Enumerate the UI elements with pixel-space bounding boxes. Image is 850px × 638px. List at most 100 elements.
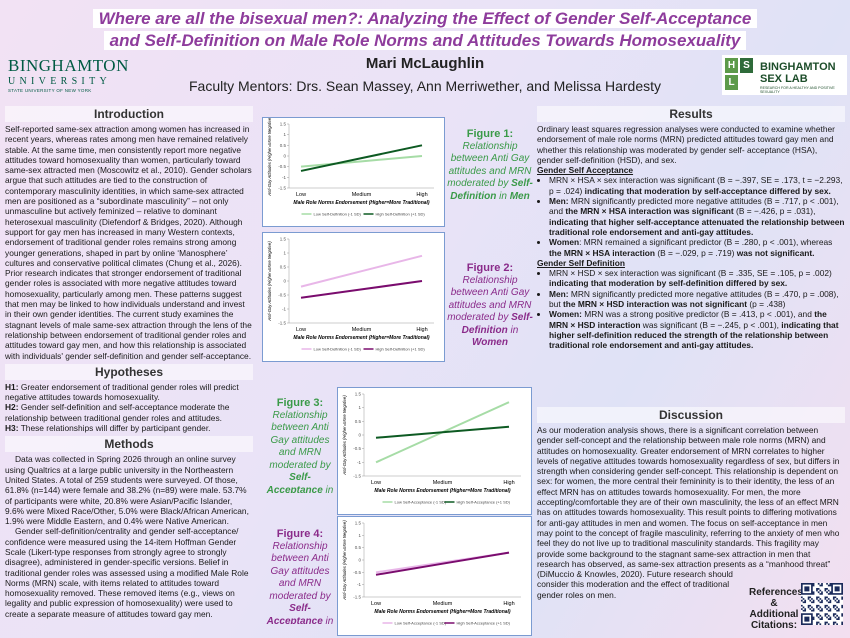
chart: -1.5 -1 -0.5 0 0.5 1 1.5 Low Medium High Male Role… — [267, 237, 434, 352]
figure-caption: Figure 2: Relationship between Anti Gay a… — [447, 262, 533, 358]
hypothesis-text: These relationships will differ by parti… — [20, 423, 211, 434]
university-logo: BINGHAMTON UNIVERSITY STATE UNIVERSITY O… — [8, 56, 133, 93]
section-heading: Hypotheses — [5, 363, 253, 380]
legend-label: Low Self-Definition (-1 SD) — [314, 212, 362, 217]
text: MRN significantly predicted more negativ… — [549, 288, 839, 310]
text: MRN × HSA × sex interaction was signific… — [549, 175, 843, 196]
series-line — [300, 144, 423, 172]
x-axis-title: Male Role Norms Endorsement (Higher=More… — [374, 488, 511, 494]
legend-label: High Self-Acceptance (+1 SD) — [457, 500, 511, 505]
bold-text: Men: — [549, 196, 569, 207]
text: Relationship between Anti Gay attitudes … — [269, 409, 331, 471]
discussion-column: Discussion References & Additional Citat… — [537, 405, 845, 636]
qr-code — [801, 583, 843, 625]
section-heading: Discussion — [537, 407, 845, 423]
bold-text: the MRN × HSA interaction — [549, 247, 656, 258]
author: Mari McLaughlin — [365, 55, 485, 72]
section-heading: Introduction — [5, 106, 253, 122]
bold-text: Women — [472, 337, 508, 348]
series-line — [300, 254, 423, 288]
y-tick-label: 0 — [358, 558, 361, 563]
figure-chart: -1.5 -1 -0.5 0 0.5 1 1.5 Low Medium High Male Role… — [337, 387, 532, 515]
y-tick-label: -1.5 — [278, 186, 286, 191]
lab-name: BINGHAMTON — [760, 61, 836, 73]
y-tick-label: -1 — [357, 460, 361, 465]
bullet: MRN × HSD × sex interaction was signific… — [549, 268, 845, 289]
discussion-body: References & Additional Citations: As ou… — [537, 425, 845, 631]
y-tick-label: 1 — [358, 405, 361, 410]
bold-text: Men: — [549, 288, 569, 299]
logo-tile: S — [740, 58, 753, 73]
bold-text: indicating that higher self-definition r… — [549, 319, 839, 351]
x-axis-title: Male Role Norms Endorsement (Higher=More… — [374, 609, 511, 615]
hypothesis-text: Greater endorsement of traditional gende… — [5, 381, 239, 403]
y-tick-label: 0.5 — [355, 545, 362, 550]
bold-text: Women: — [549, 309, 582, 320]
figure-label: Figure 4: — [276, 528, 324, 540]
x-axis-title: Male Role Norms Endorsement (Higher=More… — [293, 335, 430, 341]
series-line — [300, 280, 423, 299]
y-tick-label: -1.5 — [278, 321, 286, 326]
results-text: Ordinary least squares regression analys… — [537, 124, 845, 351]
logo-sub: UNIVERSITY — [8, 76, 111, 87]
y-tick-label: 0.5 — [280, 265, 287, 270]
y-tick-label: 1 — [283, 132, 286, 137]
figure-label: Figure 2: — [466, 262, 514, 274]
title-line: Where are all the bisexual men?: Analyzi… — [92, 9, 758, 28]
lab-tagline: RESEARCH FOR A HEALTHY AND POSITIVE SEXU… — [760, 86, 835, 94]
bullet-list: MRN × HSD × sex interaction was signific… — [537, 268, 845, 350]
logo-name: BINGHAMTON — [8, 56, 129, 75]
y-tick-label: -1.5 — [353, 474, 361, 479]
text: in — [496, 190, 510, 202]
legend-label: Low Self-Acceptance (-1 SD) — [395, 621, 447, 626]
figure-label: Figure 3: — [276, 397, 324, 409]
lab-sub: SEX LAB — [760, 73, 808, 85]
series-line — [375, 551, 510, 576]
bold-text: was not significant. — [736, 247, 815, 258]
bold-text: Self-Acceptance — [266, 472, 323, 493]
methods-paragraph: Gender self-definition/centrality and ge… — [5, 526, 249, 619]
mentors: Faculty Mentors: Drs. Sean Massey, Ann M… — [188, 78, 662, 94]
y-tick-label: -0.5 — [278, 164, 286, 169]
methods-paragraph: Data was collected in Spring 2026 throug… — [5, 454, 249, 527]
y-axis-title: Anti-Gay Attitudes (Higher=More Negative… — [342, 520, 347, 601]
x-tick-label: High — [416, 192, 427, 198]
chart: -1.5 -1 -0.5 0 0.5 1 1.5 Low Medium High Male Role… — [267, 118, 434, 217]
x-tick-label: Low — [296, 192, 306, 198]
hypothesis-label: H2: — [5, 402, 19, 413]
text: Relationship between Anti Gay attitudes … — [447, 274, 532, 324]
hypothesis-label: H1: — [5, 381, 19, 392]
y-tick-label: -1 — [357, 582, 361, 587]
y-axis-title: Anti-Gay Attitudes (Higher=More Negative… — [267, 241, 272, 322]
section-heading: Methods — [5, 436, 253, 453]
intro-text: Self-reported same-sex attraction among … — [5, 124, 252, 361]
x-tick-label: Medium — [433, 601, 453, 607]
hypothesis: H2: Gender self-definition and self-acce… — [5, 402, 253, 423]
x-tick-label: Medium — [433, 480, 453, 486]
bold-text: the MRN × HSD interaction — [549, 309, 827, 330]
bold-text: the MRN × HSA interaction was significan… — [565, 206, 734, 217]
y-tick-label: 1.5 — [355, 392, 362, 397]
figure-chart: -1.5 -1 -0.5 0 0.5 1 1.5 Low Medium High Male Role… — [337, 516, 532, 636]
y-tick-label: -0.5 — [278, 293, 286, 298]
legend-label: High Self-Definition (+1 SD) — [376, 347, 426, 352]
bold-text: Self-Definition — [450, 178, 533, 202]
references-box: References & Additional Citations: — [749, 577, 845, 636]
text: in — [322, 615, 334, 625]
title-row: Where are all the bisexual men?: Analyzi… — [0, 8, 850, 29]
text: in — [507, 324, 519, 336]
text: was significant (B = −.245, p < .001), — [640, 319, 782, 330]
bold-text: indicating that higher self-acceptance a… — [549, 216, 845, 237]
legend-label: Low Self-Acceptance (-1 SD) — [395, 500, 447, 505]
bullet: MRN × HSA × sex interaction was signific… — [549, 175, 845, 196]
y-tick-label: 1 — [283, 251, 286, 256]
x-tick-label: High — [503, 601, 514, 607]
y-axis-title: Anti-Gay Attitudes (Higher=More Negative… — [342, 395, 347, 476]
legend-label: High Self-Definition (+1 SD) — [376, 212, 426, 217]
chart: -1.5 -1 -0.5 0 0.5 1 1.5 Low Medium High Male Role… — [342, 392, 521, 505]
figure-caption: Figure 1: Relationship between Anti Gay a… — [447, 128, 533, 232]
logo-tile: L — [725, 75, 738, 90]
y-tick-label: -0.5 — [353, 446, 361, 451]
x-tick-label: Low — [371, 601, 381, 607]
y-tick-label: 0 — [358, 433, 361, 438]
